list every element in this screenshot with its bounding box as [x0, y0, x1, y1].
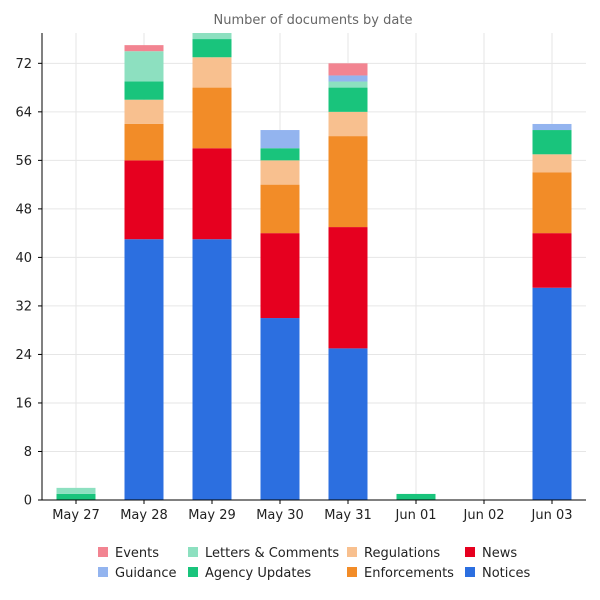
bar-segment-notices-may-30[interactable] — [260, 318, 300, 500]
bar-segment-enforcements-may-30[interactable] — [260, 184, 300, 234]
legend-swatch — [465, 567, 475, 577]
bar-segment-regulations-may-28[interactable] — [124, 99, 164, 124]
legend-swatch — [347, 567, 357, 577]
bar-segment-notices-may-28[interactable] — [124, 239, 164, 500]
bar-segment-agency-updates-may-31[interactable] — [328, 87, 368, 112]
bar-segment-regulations-may-29[interactable] — [192, 57, 232, 88]
y-tick-label: 0 — [24, 494, 32, 509]
y-tick-label: 40 — [15, 251, 32, 266]
bar-segment-enforcements-may-31[interactable] — [328, 136, 368, 228]
bar-segment-news-may-30[interactable] — [260, 233, 300, 319]
legend-label: Notices — [482, 566, 531, 581]
bar-segment-guidance-may-31[interactable] — [328, 75, 368, 82]
y-tick-label: 48 — [15, 202, 32, 217]
bar-segment-regulations-jun-03[interactable] — [532, 154, 572, 173]
x-tick-label: Jun 02 — [463, 508, 505, 523]
legend-item-enforcements[interactable]: Enforcements — [347, 566, 454, 581]
legend-label: Agency Updates — [205, 566, 311, 581]
bar-segment-events-may-31[interactable] — [328, 63, 368, 76]
axes — [41, 33, 586, 501]
x-axis-ticks: May 27 May 28 May 29 May 30 May 31 Jun 01 Jun … — [52, 500, 573, 523]
bar-segment-letters-comments-may-29[interactable] — [192, 33, 232, 40]
bar-segment-agency-updates-may-27[interactable] — [56, 493, 96, 500]
x-tick-label: May 29 — [188, 508, 236, 523]
bar-segment-guidance-may-30[interactable] — [260, 130, 300, 149]
bar-segment-regulations-may-31[interactable] — [328, 111, 368, 137]
bar-segment-news-jun-03[interactable] — [532, 233, 572, 288]
legend-item-news[interactable]: News — [465, 546, 517, 561]
bar-segment-agency-updates-jun-01[interactable] — [396, 493, 436, 500]
legend-swatch — [347, 547, 357, 557]
bar-segment-news-may-31[interactable] — [328, 227, 368, 349]
x-tick-label: May 27 — [52, 508, 100, 523]
y-tick-label: 16 — [15, 396, 32, 411]
legend-swatch — [98, 567, 108, 577]
bar-segment-agency-updates-jun-03[interactable] — [532, 130, 572, 155]
x-tick-label: Jun 01 — [395, 508, 437, 523]
legend-label: News — [482, 546, 517, 561]
legend-label: Guidance — [115, 566, 177, 581]
y-tick-label: 8 — [24, 445, 32, 460]
bar-segment-notices-jun-03[interactable] — [532, 287, 572, 500]
chart-title: Number of documents by date — [214, 13, 413, 28]
x-tick-label: May 31 — [324, 508, 372, 523]
y-axis-ticks: 0 8 16 24 32 40 48 56 64 72 — [15, 57, 42, 509]
legend-label: Enforcements — [364, 566, 454, 581]
legend-label: Events — [115, 546, 159, 561]
legend-label: Regulations — [364, 546, 440, 561]
bar-segment-agency-updates-may-28[interactable] — [124, 81, 164, 100]
bar-segment-letters-comments-may-31[interactable] — [328, 81, 368, 88]
legend-swatch — [465, 547, 475, 557]
legend-swatch — [188, 547, 198, 557]
bar-segment-enforcements-may-28[interactable] — [124, 123, 164, 161]
bar-segment-agency-updates-may-30[interactable] — [260, 148, 300, 161]
bar-segment-notices-may-29[interactable] — [192, 239, 232, 500]
bar-segment-agency-updates-may-29[interactable] — [192, 39, 232, 58]
gridlines — [42, 33, 586, 500]
y-tick-label: 56 — [15, 154, 32, 169]
y-tick-label: 72 — [15, 57, 32, 72]
bar-segment-enforcements-may-29[interactable] — [192, 87, 232, 149]
y-tick-label: 64 — [15, 105, 32, 120]
bar-segment-events-may-28[interactable] — [124, 45, 164, 52]
legend[interactable]: Events Letters & Comments Regulations News G… — [98, 546, 531, 581]
x-tick-label: Jun 03 — [531, 508, 573, 523]
bar-segment-letters-comments-may-28[interactable] — [124, 51, 164, 82]
bars — [56, 33, 572, 500]
legend-label: Letters & Comments — [205, 546, 339, 561]
bar-segment-letters-comments-may-27[interactable] — [56, 487, 96, 494]
legend-item-notices[interactable]: Notices — [465, 566, 531, 581]
legend-item-regulations[interactable]: Regulations — [347, 546, 440, 561]
legend-item-guidance[interactable]: Guidance — [98, 566, 177, 581]
bar-segment-enforcements-jun-03[interactable] — [532, 172, 572, 234]
y-tick-label: 24 — [15, 348, 32, 363]
bar-segment-news-may-29[interactable] — [192, 148, 232, 240]
legend-item-letters-comments[interactable]: Letters & Comments — [188, 546, 339, 561]
bar-segment-notices-may-31[interactable] — [328, 348, 368, 500]
bar-segment-guidance-jun-03[interactable] — [532, 123, 572, 131]
legend-item-events[interactable]: Events — [98, 546, 159, 561]
bar-segment-regulations-may-30[interactable] — [260, 160, 300, 185]
legend-swatch — [188, 567, 198, 577]
x-tick-label: May 28 — [120, 508, 168, 523]
y-tick-label: 32 — [15, 299, 32, 314]
bar-segment-news-may-28[interactable] — [124, 160, 164, 240]
legend-item-agency-updates[interactable]: Agency Updates — [188, 566, 311, 581]
legend-swatch — [98, 547, 108, 557]
x-tick-label: May 30 — [256, 508, 304, 523]
